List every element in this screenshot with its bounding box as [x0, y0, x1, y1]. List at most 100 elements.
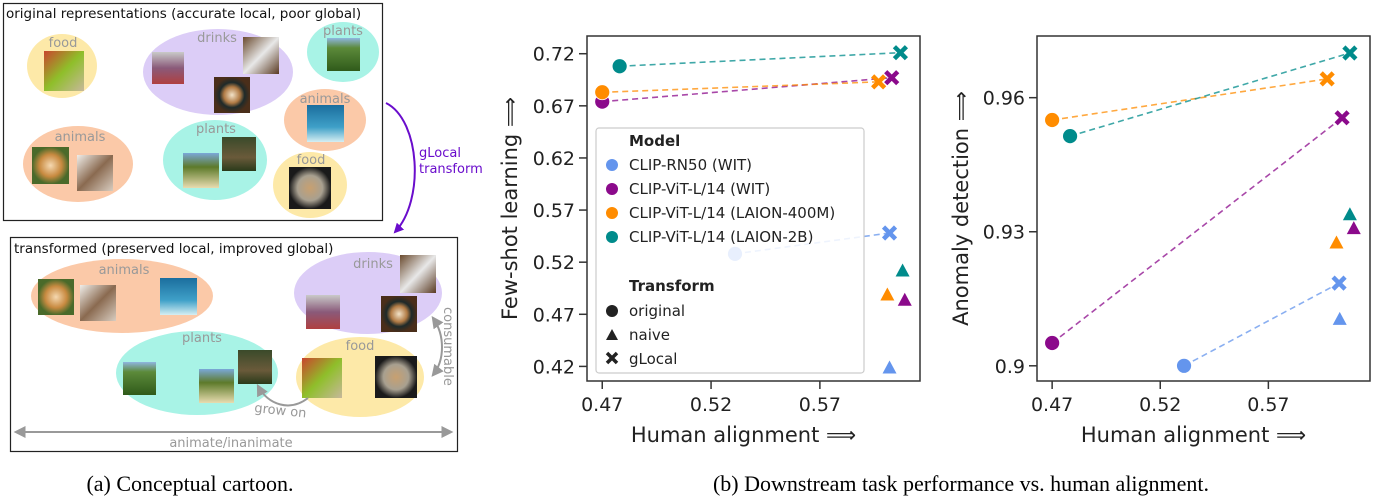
cluster-label: food	[297, 153, 326, 168]
cluster-plants	[116, 331, 278, 415]
tree-image	[183, 153, 219, 188]
point-glocal	[1331, 275, 1347, 291]
point-naive	[895, 263, 910, 277]
legend-marker-model	[606, 159, 618, 171]
cat-image	[77, 155, 113, 191]
point-glocal	[884, 70, 900, 86]
fruit-tree-image	[222, 137, 256, 171]
cluster-label: plants	[323, 24, 363, 39]
teapot-image	[243, 37, 279, 74]
cluster-label: animals	[300, 92, 351, 107]
consumable-label: consumable	[440, 307, 455, 386]
legend-marker-glocal	[605, 351, 619, 365]
point-original	[611, 58, 628, 75]
tree-image	[199, 369, 234, 403]
dog-image	[32, 147, 69, 184]
point-naive	[1329, 235, 1344, 249]
cluster-label: plants	[196, 122, 236, 137]
point-glocal	[1334, 110, 1350, 126]
y-tick-label: 0.9	[995, 356, 1025, 378]
point-glocal	[881, 225, 898, 241]
legend-title-transform: Transform	[629, 277, 715, 295]
cluster-label: food	[49, 36, 78, 51]
smoothie-image	[152, 52, 184, 84]
consumable-arrow-icon	[431, 316, 444, 377]
cartoon-transformed-panel: transformed (preserved local, improved g…	[9, 236, 459, 453]
x-axis-label: Human alignment ⟹	[631, 423, 856, 447]
legend-marker-original	[606, 305, 618, 317]
connector-line	[1051, 117, 1343, 344]
point-original	[594, 84, 611, 101]
shark-image	[307, 105, 344, 142]
legend-marker-naive	[606, 329, 618, 340]
legend-box	[595, 127, 865, 374]
cluster-label: drinks	[353, 257, 393, 272]
legend-label: gLocal	[629, 350, 677, 368]
point-naive	[1332, 311, 1347, 325]
point-original	[1176, 357, 1192, 374]
transform-arrow-icon	[385, 102, 416, 234]
x-tick-label: 0.57	[1247, 394, 1289, 416]
y-tick-label: 0.47	[533, 304, 575, 326]
connector-line	[1052, 78, 1328, 121]
y-tick-label: 0.62	[533, 148, 575, 170]
legend: Model CLIP-RN50 (WIT) CLIP-ViT-L/14 (WIT)…	[595, 127, 865, 374]
cartoon-original-panel: original representations (accurate local…	[2, 2, 384, 222]
plot-frame	[1036, 35, 1371, 382]
legend-label: original	[629, 302, 685, 320]
y-axis-label: Anomaly detection ⟹	[949, 91, 973, 326]
connector-line	[602, 81, 879, 94]
legend-label: CLIP-ViT-L/14 (LAION-2B)	[629, 228, 813, 246]
smoothie-image	[306, 295, 340, 329]
corn-image	[123, 362, 156, 395]
teapot-image	[400, 255, 436, 293]
legend-label: CLIP-RN50 (WIT)	[629, 156, 752, 174]
bread-image	[375, 356, 417, 398]
legend-marker-model	[606, 183, 618, 195]
legend-label: CLIP-ViT-L/14 (LAION-400M)	[629, 204, 835, 222]
legend-marker-model	[606, 231, 618, 243]
connector-line	[602, 76, 892, 103]
legend-marker-model	[606, 207, 618, 219]
apple-image	[44, 51, 84, 91]
shark-image	[160, 278, 197, 315]
cat-image	[80, 285, 116, 321]
point-glocal	[892, 45, 909, 61]
point-naive	[1342, 207, 1357, 221]
y-tick-label: 0.67	[533, 96, 575, 118]
point-glocal	[871, 74, 887, 90]
panel-title: original representations (accurate local…	[6, 6, 361, 22]
legend-title-model: Model	[629, 132, 680, 150]
caption-a: (a) Conceptual cartoon.	[86, 471, 293, 496]
dog-image	[38, 279, 74, 315]
point-original	[1044, 335, 1061, 351]
legend-label: CLIP-ViT-L/14 (WIT)	[629, 180, 770, 198]
y-tick-label: 0.72	[533, 44, 575, 66]
coffee-image	[214, 77, 250, 113]
y-tick-label: 0.96	[983, 88, 1025, 110]
caption-b: (b) Downstream task performance vs. huma…	[713, 471, 1209, 496]
legend-label: naive	[629, 326, 670, 344]
x-tick-label: 0.52	[690, 394, 732, 416]
cluster-label: animals	[55, 130, 106, 145]
grow-on-arrow-icon	[256, 383, 309, 407]
y-axis-label: Few-shot learning ⟹	[498, 97, 522, 320]
cluster-label: animals	[99, 263, 150, 278]
anomaly-detection-chart: 0.47 0.52 0.57 0.9 0.93 0.96 Human alignment ⟹…	[949, 35, 1371, 447]
legend-model-entries: CLIP-RN50 (WIT) CLIP-ViT-L/14 (WIT) CLIP-V…	[606, 156, 835, 246]
corn-image	[327, 38, 360, 71]
transform-label: transform	[419, 162, 483, 177]
connector-line	[1183, 282, 1340, 367]
x-tick-label: 0.47	[1031, 394, 1073, 416]
point-glocal	[1319, 71, 1335, 87]
x-axis-label: Human alignment ⟹	[1081, 423, 1306, 447]
y-tick-label: 0.93	[983, 222, 1025, 244]
few-shot-chart: 0.47 0.52 0.57 0.42 0.47 0.52 0.57 0.62 0.67 0.72…	[498, 35, 921, 447]
animate-axis-label: animate/inanimate	[169, 436, 292, 451]
x-tick-label: 0.57	[799, 394, 841, 416]
bread-image	[289, 167, 331, 209]
point-naive	[1346, 221, 1361, 235]
point-naive	[880, 287, 895, 301]
point-original	[1062, 128, 1078, 145]
plot-frame	[586, 35, 921, 382]
